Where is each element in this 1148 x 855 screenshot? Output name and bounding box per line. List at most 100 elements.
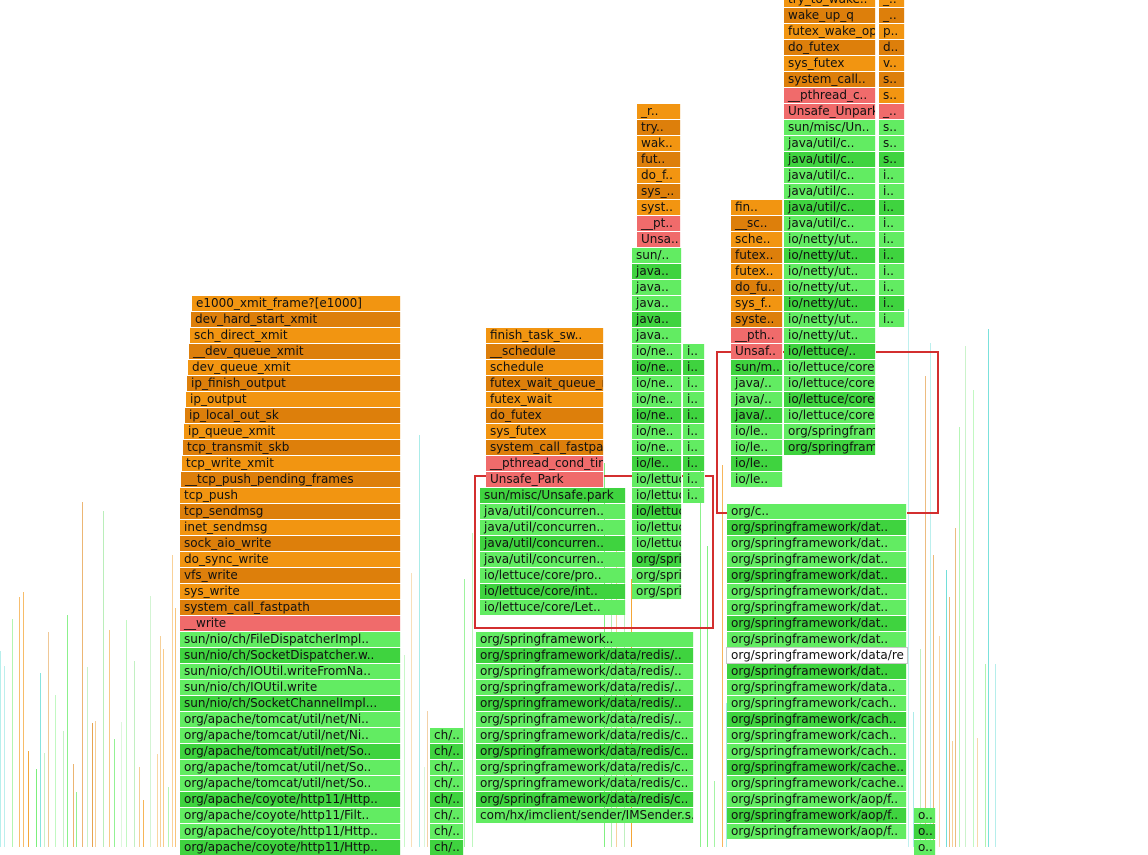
flame-frame[interactable]: i.. <box>683 344 705 359</box>
flame-frame[interactable]: ch/.. <box>430 824 464 839</box>
flame-frame[interactable]: __tcp_push_pending_frames <box>181 472 401 487</box>
flame-frame[interactable]: org/springframework/data/redis/c.. <box>476 760 694 775</box>
flame-frame[interactable]: java/util/c.. <box>784 168 876 183</box>
flame-frame[interactable]: java/util/c.. <box>784 136 876 151</box>
flame-frame[interactable]: org/springframework/dat.. <box>727 568 907 583</box>
flame-frame[interactable]: org/c.. <box>727 504 907 519</box>
flame-frame[interactable]: java.. <box>632 296 682 311</box>
flame-frame[interactable]: io/ne.. <box>632 408 682 423</box>
flame-frame[interactable]: java/util/concurren.. <box>480 552 626 567</box>
flame-frame[interactable]: ch/.. <box>430 808 464 823</box>
flame-frame[interactable]: __dev_queue_xmit <box>189 344 401 359</box>
flame-frame[interactable]: sun/misc/Un.. <box>784 120 876 135</box>
flame-frame[interactable]: i.. <box>879 280 905 295</box>
flame-frame[interactable]: p.. <box>879 24 905 39</box>
flame-frame[interactable]: java/util/c.. <box>784 216 876 231</box>
flame-frame[interactable]: org/springframework/cach.. <box>727 728 907 743</box>
flame-frame[interactable]: io/le.. <box>731 472 783 487</box>
flame-frame[interactable]: org/springframework/dat.. <box>727 616 907 631</box>
flame-frame[interactable]: org/apache/tomcat/util/net/So.. <box>180 776 401 791</box>
flame-frame[interactable]: system_call.. <box>784 72 876 87</box>
flame-frame[interactable]: org/springframework/data.. <box>727 680 907 695</box>
flame-frame[interactable]: org/springframework/data/redis/.. <box>476 648 694 663</box>
flame-frame[interactable]: org/springframework/dat.. <box>727 632 907 647</box>
flame-frame[interactable]: do_sync_write <box>180 552 401 567</box>
flame-frame[interactable]: Unsafe_Unpark <box>784 104 876 119</box>
flame-frame[interactable]: sun/nio/ch/SocketDispatcher.w.. <box>180 648 401 663</box>
flame-frame[interactable]: ch/.. <box>430 728 464 743</box>
flame-frame[interactable]: java.. <box>632 264 682 279</box>
flame-frame[interactable]: io/lettuc.. <box>632 488 682 503</box>
flame-frame[interactable]: ip_output <box>186 392 401 407</box>
flame-frame[interactable]: i.. <box>879 168 905 183</box>
flame-frame[interactable]: sun/nio/ch/IOUtil.writeFromNa.. <box>180 664 401 679</box>
flame-frame[interactable]: tcp_push <box>180 488 401 503</box>
flame-frame[interactable]: i.. <box>683 488 705 503</box>
flame-frame[interactable]: i.. <box>683 440 705 455</box>
flame-frame[interactable]: org/apache/coyote/http11/Http.. <box>180 792 401 807</box>
flame-frame[interactable]: org/springframework/cach.. <box>727 744 907 759</box>
flame-frame[interactable]: _.. <box>879 104 905 119</box>
flame-frame[interactable]: i.. <box>683 472 705 487</box>
flame-frame[interactable]: __pth.. <box>731 328 783 343</box>
flame-frame[interactable]: com/hx/imclient/sender/IMSender.s.. <box>476 808 694 823</box>
flame-frame[interactable]: try.. <box>637 120 681 135</box>
flame-frame[interactable]: io/netty/ut.. <box>784 280 876 295</box>
flame-frame[interactable]: io/ne.. <box>632 344 682 359</box>
flame-frame[interactable]: io/lettuce/core.. <box>784 392 876 407</box>
flame-frame[interactable]: ch/.. <box>430 760 464 775</box>
flame-frame[interactable]: ip_queue_xmit <box>184 424 401 439</box>
flame-frame[interactable]: dev_hard_start_xmit <box>191 312 401 327</box>
flame-frame[interactable]: io/netty/ut.. <box>784 328 876 343</box>
flame-frame[interactable]: sys_futex <box>486 424 604 439</box>
flame-frame[interactable]: org/sprin.. <box>632 568 682 583</box>
flame-frame[interactable]: i.. <box>683 360 705 375</box>
flame-frame[interactable]: org/springframework/data/redis/.. <box>476 712 694 727</box>
flame-frame[interactable]: sun/m.. <box>731 360 783 375</box>
flame-frame[interactable]: sys_futex <box>784 56 876 71</box>
flame-frame[interactable]: io/lettuce/core/pro.. <box>480 568 626 583</box>
flame-frame[interactable]: io/lettuc.. <box>632 520 682 535</box>
flame-frame[interactable]: i.. <box>879 200 905 215</box>
flame-frame[interactable]: org/apache/tomcat/util/net/So.. <box>180 744 401 759</box>
flame-frame[interactable]: sche.. <box>731 232 783 247</box>
flame-frame[interactable]: v.. <box>879 56 905 71</box>
flame-frame[interactable]: org/apache/coyote/http11/Http.. <box>180 824 401 839</box>
flame-frame[interactable]: s.. <box>879 88 905 103</box>
flame-frame[interactable]: io/lettuce/core/Let.. <box>480 600 626 615</box>
flame-frame[interactable]: io/le.. <box>731 456 783 471</box>
flame-frame[interactable]: io/lettuce/core.. <box>784 408 876 423</box>
flame-frame[interactable]: _.. <box>879 8 905 23</box>
flame-frame[interactable]: tcp_transmit_skb <box>183 440 401 455</box>
flame-frame[interactable]: sys_f.. <box>731 296 783 311</box>
flame-frame[interactable]: io/netty/ut.. <box>784 232 876 247</box>
flame-frame[interactable]: ch/.. <box>430 744 464 759</box>
flame-frame[interactable]: i.. <box>879 184 905 199</box>
flame-frame[interactable]: sys_write <box>180 584 401 599</box>
flame-frame[interactable]: io/ne.. <box>632 424 682 439</box>
flame-frame[interactable]: futex_wait_queue_me <box>486 376 604 391</box>
flame-frame[interactable]: java/.. <box>731 392 783 407</box>
flame-frame[interactable]: io/le.. <box>731 440 783 455</box>
flame-frame[interactable]: Unsaf.. <box>731 344 783 359</box>
flame-frame[interactable]: org/springframework/aop/f.. <box>727 824 907 839</box>
flame-frame[interactable]: _.. <box>879 0 905 7</box>
flame-frame[interactable]: ip_local_out_sk <box>185 408 401 423</box>
flame-frame[interactable]: futex_wait <box>486 392 604 407</box>
flame-frame[interactable]: org/springframe.. <box>784 424 876 439</box>
flame-frame[interactable]: s.. <box>879 120 905 135</box>
flame-frame[interactable]: __pthread_cond_tim.. <box>486 456 604 471</box>
flame-frame[interactable]: org/springframework/dat.. <box>727 584 907 599</box>
flame-frame[interactable]: __pt.. <box>637 216 681 231</box>
flame-frame[interactable]: dev_queue_xmit <box>188 360 401 375</box>
flame-frame[interactable]: Unsafe_Park <box>486 472 604 487</box>
flame-frame[interactable]: org/apache/tomcat/util/net/Ni.. <box>180 728 401 743</box>
flame-frame[interactable]: try_to_wake.. <box>784 0 876 7</box>
flame-frame[interactable]: o.. <box>914 808 936 823</box>
flame-frame[interactable]: i.. <box>683 376 705 391</box>
flame-frame[interactable]: org/springframework/data/re <box>726 647 908 664</box>
flame-frame[interactable]: java/util/c.. <box>784 200 876 215</box>
flame-frame[interactable]: s.. <box>879 152 905 167</box>
flame-frame[interactable]: io/lettuce/core/int.. <box>480 584 626 599</box>
flame-frame[interactable]: i.. <box>879 312 905 327</box>
